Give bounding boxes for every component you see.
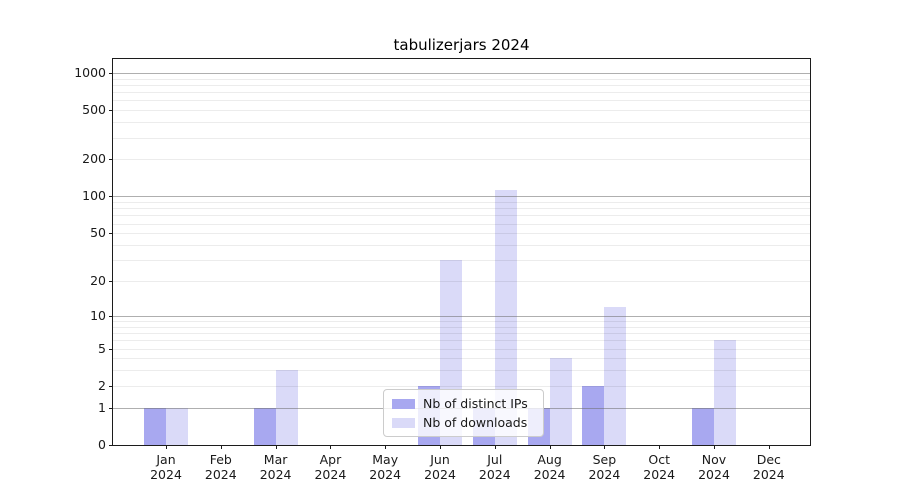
- x-tick-mark: [330, 445, 332, 449]
- chart-title: tabulizerjars 2024: [393, 36, 530, 54]
- bar-nb-of-downloads-aug-2024: [549, 358, 572, 445]
- gridline-minor: [113, 122, 810, 123]
- x-tick-mark: [220, 445, 222, 449]
- x-tick-mark: [659, 445, 661, 449]
- gridline-minor: [113, 386, 810, 387]
- legend-swatch-distinct-ips: [392, 398, 415, 409]
- gridline-minor: [113, 358, 810, 359]
- gridline-minor: [113, 202, 810, 203]
- gridline-minor: [113, 321, 810, 322]
- bar-nb-of-distinct-ips-mar-2024: [253, 407, 276, 445]
- y-tick-mark: [109, 408, 113, 409]
- bar-nb-of-distinct-ips-nov-2024: [692, 407, 714, 445]
- gridline-minor: [113, 327, 810, 328]
- x-tick-label-jul-2024: Jul 2024: [478, 452, 511, 482]
- y-tick-label: 5: [98, 341, 106, 356]
- y-tick-label: 50: [90, 225, 106, 240]
- gridline-minor: [113, 370, 810, 371]
- gridline-minor: [113, 100, 810, 101]
- gridline-minor: [113, 224, 810, 225]
- gridline-minor: [113, 138, 810, 139]
- x-tick-label-jun-2024: Jun 2024: [424, 452, 456, 482]
- x-tick-mark: [275, 445, 277, 449]
- y-tick-mark: [109, 386, 113, 387]
- y-tick-mark: [109, 196, 113, 197]
- gridline-minor: [113, 110, 810, 111]
- gridline-minor: [113, 159, 810, 160]
- grid-layer: [113, 59, 810, 445]
- legend-swatch-downloads: [392, 417, 415, 428]
- x-tick-label-oct-2024: Oct 2024: [643, 452, 676, 482]
- x-tick-label-may-2024: May 2024: [369, 452, 402, 482]
- y-tick-label: 10: [90, 308, 106, 323]
- legend-label-downloads: Nb of downloads: [423, 415, 528, 430]
- gridline-minor: [113, 79, 810, 80]
- y-tick-mark: [109, 73, 113, 74]
- bar-nb-of-downloads-nov-2024: [714, 340, 736, 445]
- gridline-minor: [113, 260, 810, 261]
- x-tick-label-mar-2024: Mar 2024: [259, 452, 292, 482]
- gridline-minor: [113, 340, 810, 341]
- legend-label-distinct-ips: Nb of distinct IPs: [423, 396, 528, 411]
- x-tick-label-nov-2024: Nov 2024: [698, 452, 730, 482]
- gridline-minor: [113, 281, 810, 282]
- x-tick-mark: [166, 445, 167, 449]
- gridline-major: [113, 316, 810, 317]
- gridline-minor: [113, 85, 810, 86]
- gridline-minor: [113, 333, 810, 334]
- y-tick-mark: [109, 110, 113, 111]
- x-tick-mark: [768, 445, 770, 449]
- bar-nb-of-distinct-ips-jan-2024: [144, 407, 166, 445]
- y-tick-label: 0: [98, 437, 106, 452]
- gridline-minor: [113, 245, 810, 246]
- y-tick-label: 20: [90, 273, 106, 288]
- y-tick-mark: [109, 445, 113, 446]
- gridline-major: [113, 196, 810, 197]
- x-tick-mark: [604, 445, 606, 449]
- bar-nb-of-downloads-mar-2024: [275, 370, 298, 445]
- x-tick-mark: [385, 445, 387, 449]
- y-tick-label: 200: [82, 151, 106, 166]
- gridline-minor: [113, 233, 810, 234]
- x-tick-label-jan-2024: Jan 2024: [150, 452, 182, 482]
- x-tick-mark: [494, 445, 496, 449]
- plot-area: [113, 59, 810, 445]
- bar-nb-of-downloads-jul-2024: [494, 190, 517, 445]
- x-tick-mark: [714, 445, 715, 449]
- y-tick-mark: [109, 233, 113, 234]
- y-tick-label: 1: [98, 400, 106, 415]
- x-tick-mark: [549, 445, 551, 449]
- x-tick-label-apr-2024: Apr 2024: [314, 452, 347, 482]
- gridline-major: [113, 73, 810, 74]
- bar-nb-of-distinct-ips-sep-2024: [582, 385, 605, 445]
- gridline-minor: [113, 349, 810, 350]
- gridline-minor: [113, 208, 810, 209]
- bar-nb-of-downloads-sep-2024: [604, 306, 627, 445]
- x-tick-mark: [440, 445, 441, 449]
- y-tick-label: 1000: [74, 65, 106, 80]
- y-tick-mark: [109, 349, 113, 350]
- x-tick-label-dec-2024: Dec 2024: [752, 452, 785, 482]
- x-tick-label-aug-2024: Aug 2024: [533, 452, 566, 482]
- x-tick-label-sep-2024: Sep 2024: [588, 452, 621, 482]
- legend-item-distinct-ips: Nb of distinct IPs: [392, 395, 535, 412]
- x-tick-label-feb-2024: Feb 2024: [204, 452, 237, 482]
- y-tick-mark: [109, 159, 113, 160]
- y-tick-label: 2: [98, 378, 106, 393]
- gridline-minor: [113, 92, 810, 93]
- y-tick-label: 500: [82, 102, 106, 117]
- legend-item-downloads: Nb of downloads: [392, 414, 535, 431]
- y-tick-mark: [109, 281, 113, 282]
- gridline-minor: [113, 215, 810, 216]
- legend: Nb of distinct IPs Nb of downloads: [383, 389, 544, 437]
- bar-nb-of-downloads-jan-2024: [166, 407, 188, 445]
- y-tick-label: 100: [82, 188, 106, 203]
- y-tick-mark: [109, 316, 113, 317]
